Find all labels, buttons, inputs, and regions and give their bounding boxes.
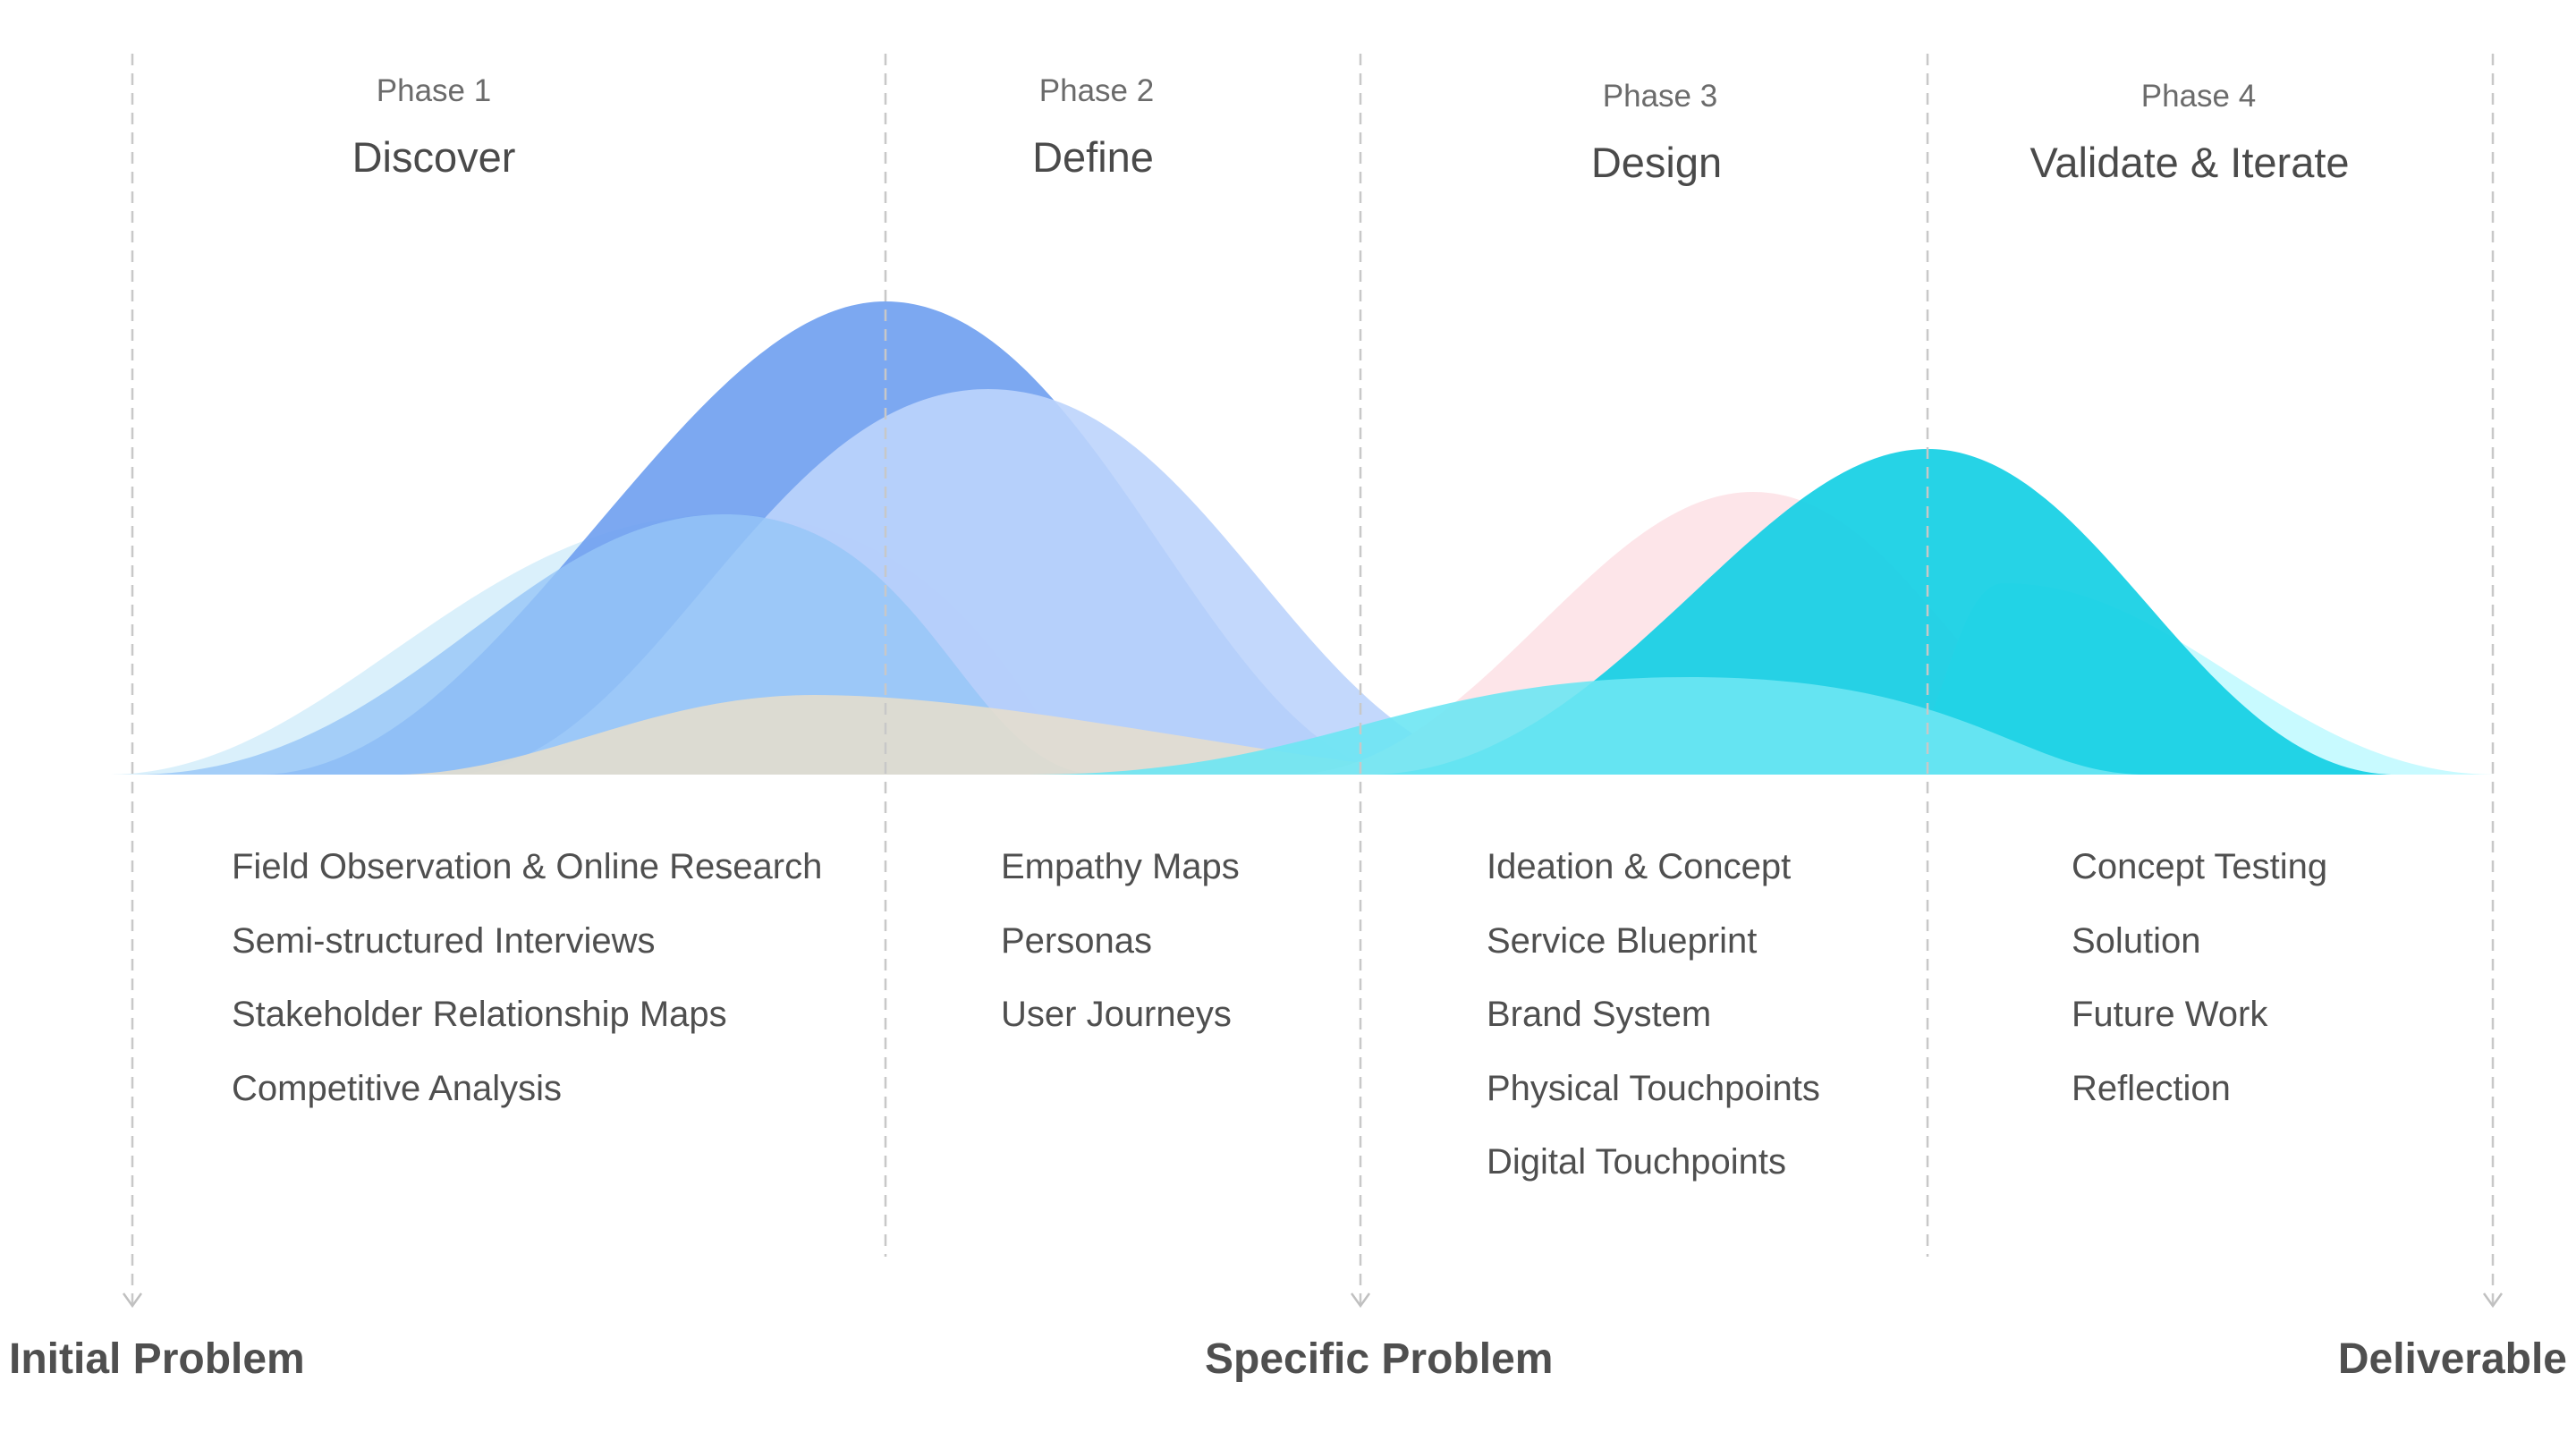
guide-arrowheads (122, 1292, 2504, 1309)
arrow-down-icon (122, 1292, 143, 1309)
phase-2-title: Define (1032, 133, 1154, 181)
activity-item: Physical Touchpoints (1487, 1068, 1820, 1108)
phase-3-title: Design (1590, 139, 1723, 186)
activity-item: Digital Touchpoints (1487, 1142, 1787, 1182)
activity-item: Future Work (2072, 995, 2268, 1034)
phase-2-activity-list: Empathy Maps Personas User Journeys (1001, 830, 1240, 1052)
arrow-down-icon (1350, 1292, 1371, 1309)
activity-item: User Journeys (1001, 995, 1232, 1034)
phase-3-number: Phase 3 (1602, 79, 1718, 114)
activity-item: Concept Testing (2072, 847, 2328, 886)
activity-item: Brand System (1487, 995, 1712, 1034)
activity-item: Stakeholder Relationship Maps (232, 995, 727, 1034)
milestone-initial-problem: Initial Problem (9, 1335, 305, 1383)
phase-4-title: Validate & Iterate (2029, 139, 2350, 186)
phase-3-activity-list: Ideation & Concept Service Blueprint Bra… (1487, 830, 1820, 1199)
milestone-specific-problem: Specific Problem (1205, 1335, 1554, 1383)
phase-1-number: Phase 1 (376, 73, 492, 108)
phase-2-number: Phase 2 (1038, 73, 1155, 108)
arrow-down-icon (2482, 1292, 2504, 1309)
phase-1-title: Discover (352, 133, 516, 181)
guide-lines (131, 54, 2495, 1304)
milestone-deliverable: Deliverable (2337, 1335, 2567, 1383)
activity-item: Personas (1001, 920, 1152, 961)
activity-item: Reflection (2072, 1068, 2231, 1108)
activity-item: Field Observation & Online Research (232, 847, 823, 886)
activity-item: Empathy Maps (1001, 847, 1240, 886)
activity-item: Competitive Analysis (232, 1068, 563, 1108)
activity-item: Semi-structured Interviews (232, 920, 656, 961)
curve-sand (394, 695, 1521, 775)
phase-curves (107, 301, 2496, 775)
activity-item: Solution (2072, 920, 2201, 961)
activity-item: Ideation & Concept (1487, 847, 1792, 886)
phase-4-number: Phase 4 (2140, 79, 2257, 114)
curve-design-aqua (1029, 677, 2147, 775)
phase-4-activity-list: Concept Testing Solution Future Work Ref… (2072, 830, 2327, 1125)
activity-item: Service Blueprint (1487, 920, 1758, 961)
phase-1-activity-list: Field Observation & Online Research Semi… (232, 830, 822, 1125)
